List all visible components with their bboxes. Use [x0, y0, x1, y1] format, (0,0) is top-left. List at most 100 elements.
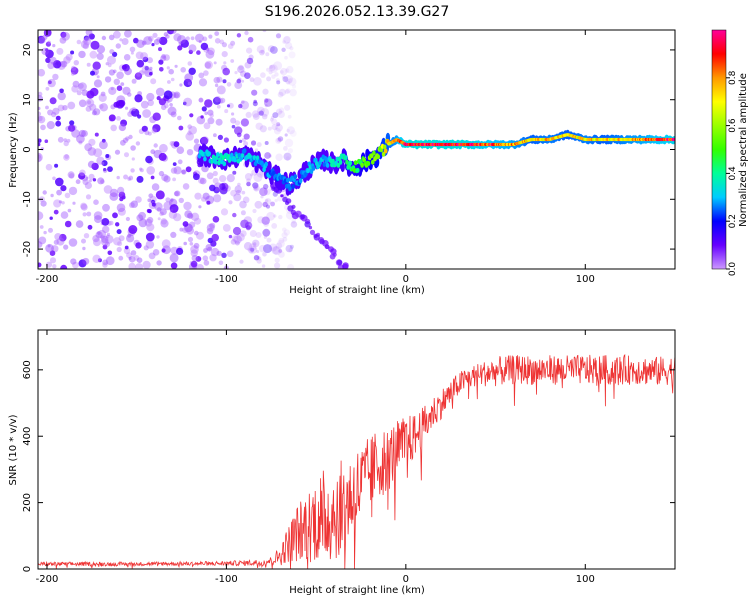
noise-speckle: [105, 62, 109, 66]
noise-speckle: [153, 38, 160, 45]
noise-speckle: [64, 220, 72, 228]
noise-speckle: [91, 110, 97, 116]
noise-speckle: [144, 66, 149, 71]
noise-speckle: [207, 109, 214, 116]
noise-speckle: [102, 168, 108, 173]
noise-speckle: [187, 81, 192, 86]
noise-speckle: [195, 264, 204, 269]
noise-speckle: [108, 69, 115, 76]
noise-speckle: [80, 40, 89, 49]
noise-speckle: [236, 132, 242, 138]
noise-speckle: [97, 177, 105, 185]
noise-speckle: [118, 235, 125, 242]
noise-speckle: [278, 251, 285, 258]
noise-speckle: [237, 65, 245, 74]
noise-speckle: [202, 192, 210, 200]
noise-speckle: [53, 209, 59, 215]
noise-speckle: [145, 240, 155, 249]
noise-speckle: [119, 197, 124, 202]
noise-speckle: [118, 123, 127, 132]
noise-speckle: [40, 200, 47, 207]
noise-speckle: [67, 101, 76, 110]
noise-speckle: [118, 191, 126, 199]
noise-speckle: [216, 85, 226, 95]
noise-speckle: [76, 134, 85, 144]
noise-speckle: [205, 47, 210, 51]
noise-speckle: [123, 54, 131, 61]
noise-speckle: [183, 241, 187, 246]
noise-speckle: [246, 57, 254, 65]
noise-speckle: [278, 214, 283, 220]
noise-speckle: [49, 97, 57, 105]
noise-speckle: [247, 247, 251, 252]
noise-speckle: [121, 38, 129, 45]
noise-speckle: [244, 221, 253, 230]
noise-speckle: [215, 118, 223, 126]
noise-speckle: [190, 249, 198, 257]
noise-speckle: [38, 91, 43, 97]
noise-speckle: [100, 234, 105, 240]
noise-speckle: [250, 140, 257, 146]
noise-speckle: [82, 257, 90, 265]
noise-speckle: [261, 113, 268, 120]
noise-speckle: [246, 47, 253, 54]
noise-speckle: [38, 138, 42, 143]
noise-speckle: [78, 50, 86, 59]
noise-speckle: [92, 178, 97, 182]
noise-speckle: [50, 193, 54, 198]
noise-speckle: [244, 72, 251, 79]
noise-speckle: [282, 236, 288, 242]
noise-speckle: [285, 244, 293, 253]
noise-speckle: [271, 118, 278, 125]
noise-speckle: [203, 122, 211, 130]
noise-speckle: [222, 224, 231, 232]
noise-speckle: [291, 218, 297, 224]
noise-speckle: [274, 127, 281, 135]
noise-speckle: [102, 244, 108, 250]
noise-speckle: [282, 36, 291, 45]
noise-speckle: [233, 235, 242, 244]
noise-speckle: [194, 217, 201, 225]
noise-speckle: [270, 201, 275, 207]
noise-speckle: [136, 214, 144, 222]
noise-speckle: [230, 239, 237, 245]
noise-speckle: [170, 111, 177, 118]
noise-speckle: [169, 253, 179, 263]
noise-speckle: [85, 98, 95, 108]
noise-speckle: [271, 223, 278, 229]
noise-speckle: [124, 152, 129, 158]
noise-speckle: [211, 233, 219, 242]
noise-speckle: [275, 137, 282, 144]
noise-speckle: [136, 39, 145, 48]
noise-speckle: [102, 203, 110, 212]
noise-speckle: [63, 138, 68, 142]
spectrogram-y-ticks: -20 -10 0 10 20: [22, 44, 675, 257]
noise-speckle: [49, 257, 57, 264]
noise-speckle: [234, 120, 241, 126]
noise-speckle: [68, 124, 76, 132]
noise-speckle: [117, 186, 125, 194]
trail-speckle: [308, 225, 313, 230]
noise-speckle: [141, 40, 147, 46]
noise-speckle: [113, 78, 121, 86]
noise-speckle: [165, 197, 171, 203]
noise-speckle: [292, 84, 297, 89]
noise-speckle: [163, 32, 169, 37]
spectrogram-plot-area: [38, 30, 675, 269]
noise-speckle: [160, 219, 169, 228]
noise-speckle: [55, 177, 64, 187]
x-tick-label: -200: [36, 574, 59, 585]
noise-speckle: [64, 192, 71, 199]
noise-speckle: [45, 48, 49, 52]
noise-speckle: [232, 170, 237, 175]
trail-speckle: [348, 273, 354, 279]
noise-speckle: [238, 64, 244, 71]
ridge-core: [233, 157, 237, 163]
colorbar-label: Normalized spectral amplitude: [738, 73, 749, 227]
noise-speckle: [126, 234, 135, 243]
noise-speckle: [113, 101, 120, 108]
noise-speckle: [184, 210, 193, 219]
noise-speckle: [168, 68, 174, 75]
noise-speckle: [53, 199, 62, 208]
